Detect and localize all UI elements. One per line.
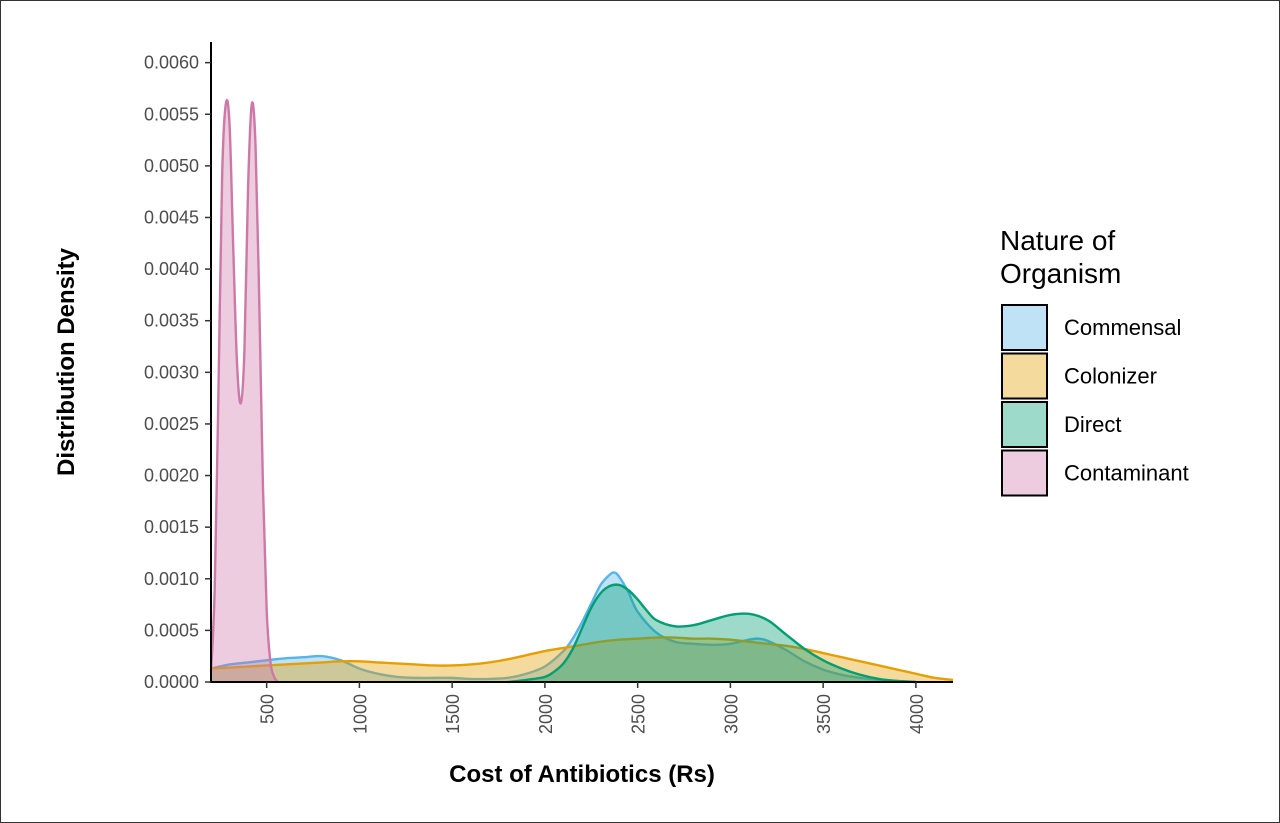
y-axis-title: Distribution Density [53, 247, 80, 476]
legend-label-commensal: Commensal [1064, 315, 1181, 340]
x-tick-label: 3000 [721, 694, 741, 734]
y-tick-label: 0.0010 [144, 569, 199, 589]
legend-key-background [1002, 450, 1047, 496]
x-tick-label: 2500 [629, 694, 649, 734]
series-layer [209, 98, 954, 684]
legend-key-colonizer [1001, 352, 1048, 400]
axes-layer [210, 42, 953, 683]
y-tick-label: 0.0035 [144, 311, 199, 331]
y-ticks: 0.0000 0.0005 0.0010 0.0015 0.0020 0.0025 0.00… [144, 53, 211, 692]
x-ticks: 500 1000 1500 2000 2500 3000 3500 4000 [258, 682, 927, 734]
legend-key-contaminant [1001, 449, 1048, 497]
legend-items: Commensal Colonizer Direct Contaminant [1001, 304, 1189, 497]
legend-label-contaminant: Contaminant [1064, 461, 1189, 486]
y-tick-label: 0.0015 [144, 517, 199, 537]
density-line-direct [507, 583, 916, 684]
density-area-contaminant [211, 100, 278, 683]
legend-label-colonizer: Colonizer [1064, 364, 1157, 389]
y-tick-label: 0.0060 [144, 53, 199, 73]
y-tick-label: 0.0020 [144, 466, 199, 486]
legend-title-line-1: Nature of [1000, 225, 1115, 256]
y-tick-label: 0.0045 [144, 207, 199, 227]
y-tick-label: 0.0050 [144, 156, 199, 176]
x-tick-label: 2000 [536, 694, 556, 734]
density-line-commensal [210, 571, 916, 684]
y-tick-label: 0.0025 [144, 414, 199, 434]
y-tick-label: 0.0055 [144, 104, 199, 124]
x-tick-label: 500 [258, 694, 278, 724]
y-tick-label: 0.0005 [144, 620, 199, 640]
y-tick-label: 0.0040 [144, 259, 199, 279]
legend-key-commensal [1001, 304, 1048, 351]
legend-label-direct: Direct [1064, 412, 1121, 437]
density-line-colonizer [210, 636, 954, 682]
legend-key-background [1002, 353, 1047, 399]
legend: Nature of Organism Commensal Colonizer Dir… [1000, 225, 1189, 497]
x-tick-label: 1000 [350, 694, 370, 734]
legend-title-line-2: Organism [1000, 258, 1121, 289]
density-area-colonizer [211, 637, 953, 682]
legend-key-direct [1001, 401, 1048, 448]
density-area-direct [507, 584, 916, 682]
legend-key-background [1002, 305, 1047, 350]
y-tick-label: 0.0000 [144, 672, 199, 692]
legend-key-background [1002, 402, 1047, 447]
x-tick-label: 1500 [443, 694, 463, 734]
density-area-commensal [211, 572, 916, 682]
y-tick-label: 0.0030 [144, 362, 199, 382]
density-line-contaminant [209, 98, 279, 683]
x-axis-title: Cost of Antibiotics (Rs) [449, 761, 715, 788]
x-tick-label: 4000 [907, 694, 927, 734]
x-tick-label: 3500 [814, 694, 834, 734]
